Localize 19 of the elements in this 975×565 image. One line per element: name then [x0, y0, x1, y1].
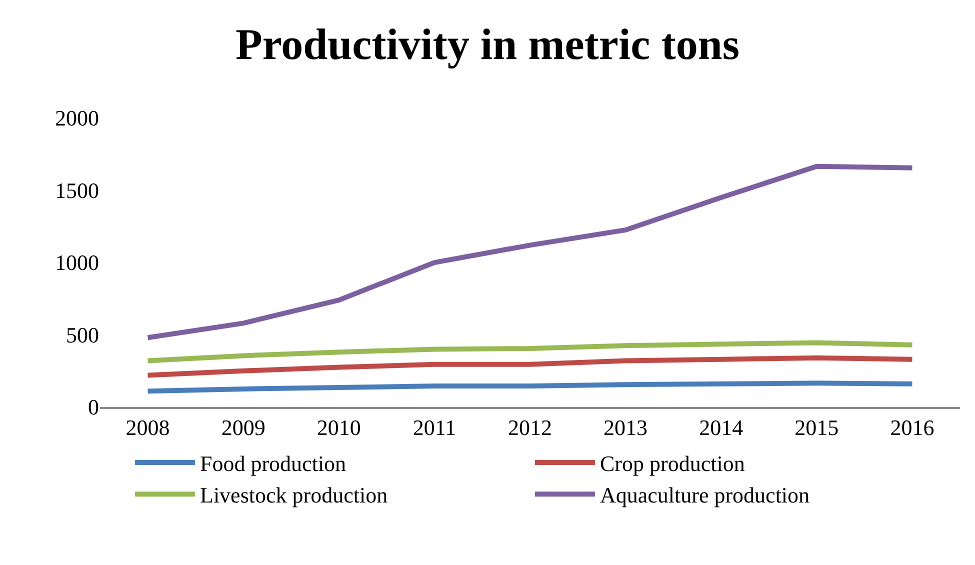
- x-tick-label: 2008: [126, 415, 170, 440]
- x-tick-label: 2014: [699, 415, 744, 440]
- x-tick-label: 2012: [508, 415, 552, 440]
- x-tick-label: 2011: [412, 415, 456, 440]
- legend-label: Food production: [200, 451, 346, 476]
- legend-label: Crop production: [600, 451, 745, 476]
- y-tick-label: 500: [66, 322, 99, 348]
- legend-label: Aquaculture production: [600, 482, 810, 508]
- x-tick-label: 2010: [316, 415, 361, 440]
- chart-title: Productivity in metric tons: [236, 20, 740, 70]
- y-tick-label: 0: [88, 394, 99, 420]
- x-tick-label: 2009: [221, 415, 266, 440]
- y-tick-label: 2000: [55, 106, 99, 131]
- y-tick-label: 1000: [55, 250, 99, 276]
- x-tick-label: 2016: [890, 415, 934, 440]
- x-tick-label: 2013: [604, 415, 648, 440]
- legend-label: Livestock production: [200, 482, 388, 508]
- y-tick-label: 1500: [55, 178, 99, 203]
- x-tick-label: 2015: [794, 415, 839, 440]
